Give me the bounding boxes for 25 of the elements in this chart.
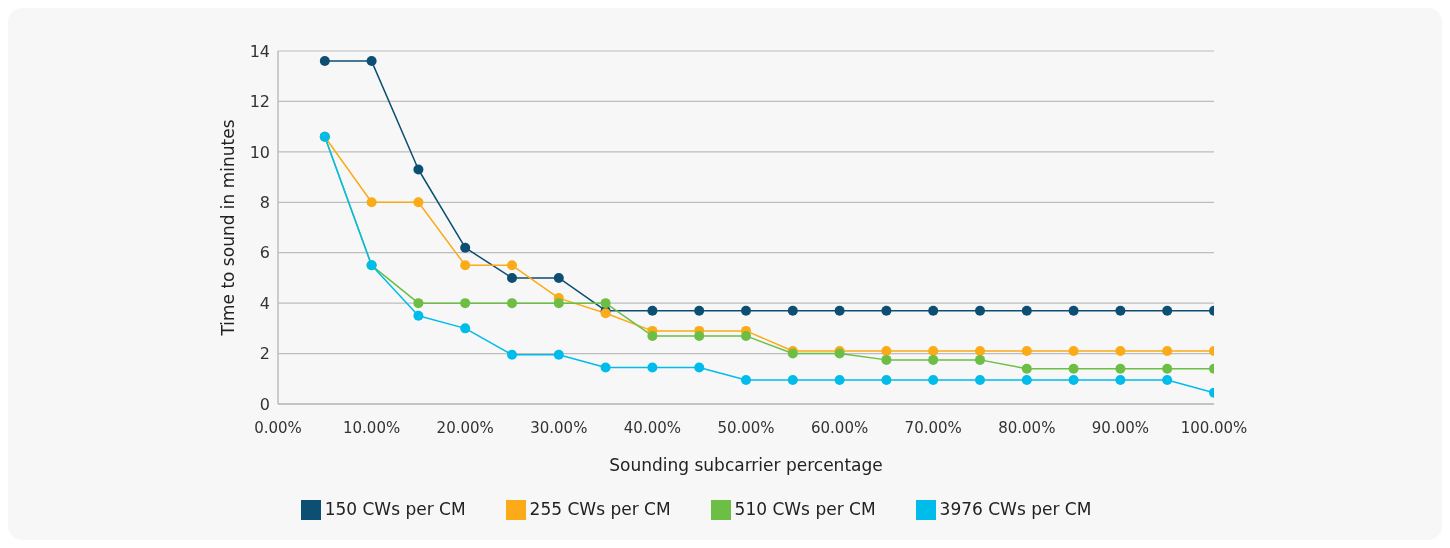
y-axis-title: Time to sound in minutes (218, 119, 239, 337)
y-tick-label: 4 (259, 293, 270, 313)
legend-label: 150 CWs per CM (324, 499, 466, 519)
x-tick-label: 60.00% (811, 418, 869, 437)
x-tick-label: 80.00% (998, 418, 1056, 437)
legend-label: 3976 CWs per CM (939, 499, 1092, 519)
x-tick-label: 50.00% (717, 418, 775, 437)
x-tick-label: 90.00% (1091, 418, 1149, 437)
x-tick-label: 70.00% (904, 418, 962, 437)
y-tick-label: 14 (249, 41, 270, 61)
legend-label: 255 CWs per CM (529, 499, 671, 519)
y-tick-label: 10 (249, 142, 270, 162)
x-tick-label: 20.00% (436, 418, 494, 437)
x-tick-label: 10.00% (343, 418, 401, 437)
x-axis-title: Sounding subcarrier percentage (609, 455, 883, 475)
x-tick-label: 0.00% (254, 418, 302, 437)
legend-label: 510 CWs per CM (734, 499, 876, 519)
y-tick-label: 6 (259, 243, 270, 263)
y-tick-label: 12 (249, 92, 270, 112)
y-tick-label: 8 (259, 192, 270, 212)
x-tick-label: 40.00% (623, 418, 681, 437)
y-tick-label: 0 (259, 394, 270, 414)
x-tick-label: 100.00% (1180, 418, 1248, 437)
y-tick-label: 2 (259, 344, 270, 364)
x-tick-label: 30.00% (530, 418, 588, 437)
